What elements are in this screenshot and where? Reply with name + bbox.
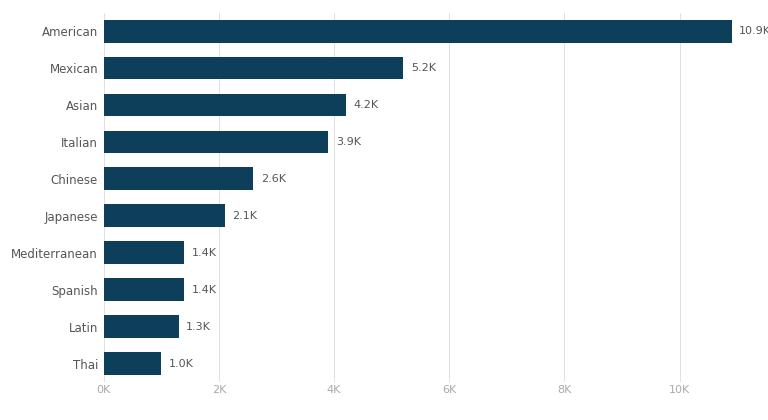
Bar — [104, 315, 178, 338]
Text: 1.4K: 1.4K — [192, 248, 217, 258]
Text: 1.4K: 1.4K — [192, 285, 217, 295]
Bar — [104, 241, 184, 264]
Bar — [104, 205, 224, 227]
Text: 5.2K: 5.2K — [411, 63, 435, 73]
Bar — [104, 131, 328, 153]
Text: 3.9K: 3.9K — [336, 137, 361, 147]
Bar — [104, 278, 184, 301]
Text: 4.2K: 4.2K — [353, 100, 378, 110]
Text: 1.3K: 1.3K — [186, 322, 211, 332]
Text: 2.1K: 2.1K — [232, 211, 257, 221]
Text: 1.0K: 1.0K — [169, 359, 194, 369]
Text: 10.9K: 10.9K — [739, 26, 768, 36]
Bar — [104, 352, 161, 375]
Text: 2.6K: 2.6K — [261, 174, 286, 184]
Bar — [104, 168, 253, 190]
Bar — [104, 94, 346, 116]
Bar — [104, 20, 731, 42]
Bar — [104, 57, 403, 79]
